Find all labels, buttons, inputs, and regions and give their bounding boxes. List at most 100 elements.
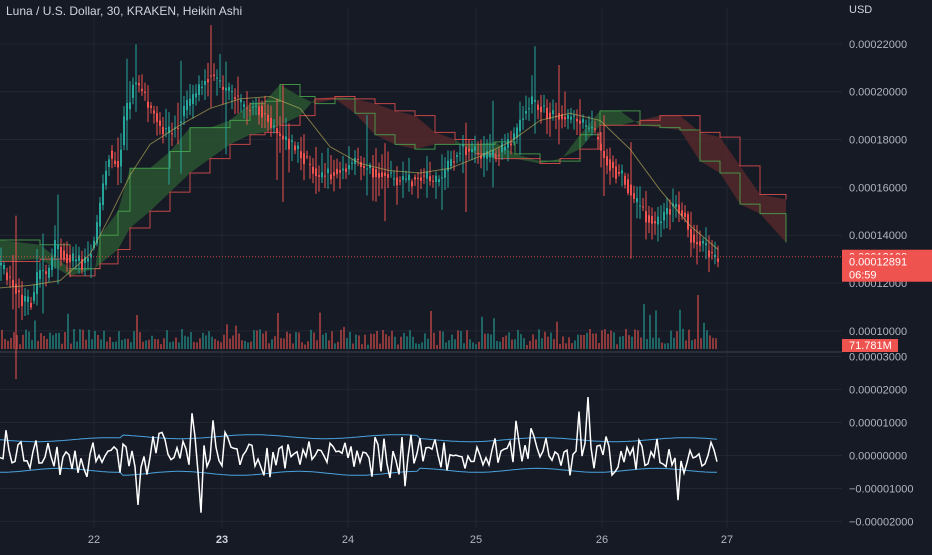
candle-body — [195, 93, 197, 98]
volume-bar — [478, 341, 480, 349]
candle-body — [678, 204, 680, 214]
candle-body — [231, 91, 233, 93]
time-tick-label: 23 — [216, 534, 228, 546]
candle-body — [18, 290, 20, 293]
cloud-segment — [0, 239, 40, 262]
candle-body — [108, 159, 110, 167]
candle-body — [165, 128, 167, 130]
volume-bar — [244, 340, 246, 349]
candles — [0, 25, 719, 380]
volume-bar — [160, 344, 162, 349]
volume-bar — [661, 342, 663, 349]
volume-bar — [151, 335, 153, 349]
candle-body — [204, 81, 206, 85]
cloud-segment — [600, 110, 620, 126]
candle-body — [708, 250, 710, 258]
volume-bar — [580, 334, 582, 349]
volume-bar — [256, 330, 258, 349]
candle-body — [438, 179, 440, 183]
volume-bar — [280, 338, 282, 349]
volume-bar — [319, 312, 321, 349]
candle-body — [465, 147, 467, 156]
volume-bar — [655, 310, 657, 349]
volume-bar — [247, 342, 249, 349]
candle-body — [483, 152, 485, 158]
candle-body — [45, 271, 47, 274]
volume-bar — [157, 339, 159, 349]
oscillator-tick-label: 0.00003000 — [849, 352, 907, 364]
volume-bar — [88, 329, 90, 349]
candle-body — [498, 155, 500, 157]
candle-body — [75, 259, 77, 262]
volume-bar — [511, 339, 513, 349]
volume-bar — [577, 334, 579, 349]
volume-bar — [292, 343, 294, 349]
cloud-segment — [190, 127, 210, 174]
candle-body — [243, 104, 245, 108]
candle-body — [714, 254, 716, 258]
volume-bar — [337, 341, 339, 349]
candle-body — [126, 102, 128, 121]
cloud-segment — [335, 96, 355, 114]
candle-body — [219, 80, 221, 82]
candle-body — [255, 105, 257, 107]
candle-body — [225, 87, 227, 91]
volume-bar — [526, 344, 528, 349]
candle-body — [87, 257, 89, 262]
candle-body — [120, 149, 122, 167]
volume-bar — [385, 334, 387, 349]
cloud-segment — [680, 115, 700, 162]
candle-body — [618, 171, 620, 174]
volume-bar — [541, 338, 543, 349]
volume-bar — [568, 337, 570, 349]
baseline-line — [0, 95, 719, 289]
volume-bar — [397, 344, 399, 349]
volume-bar — [559, 344, 561, 349]
candle-body — [375, 169, 377, 178]
candle-body — [318, 175, 320, 177]
volume-bar — [34, 320, 36, 349]
candle-body — [54, 240, 56, 258]
candle-body — [69, 254, 71, 263]
symbol-title[interactable]: Luna / U.S. Dollar, 30, KRAKEN, Heikin A… — [6, 4, 243, 18]
volume-bar — [436, 344, 438, 349]
candle-body — [48, 267, 50, 278]
volume-bar — [19, 344, 21, 349]
volume-bar — [1, 329, 3, 349]
cloud-segment — [100, 211, 118, 264]
candle-body — [468, 148, 470, 152]
candle-body — [390, 172, 392, 174]
volume-bar — [184, 335, 186, 349]
volume-bar — [370, 333, 372, 349]
candle-body — [600, 143, 602, 151]
volume-bar — [316, 340, 318, 349]
volume-bar — [613, 332, 615, 349]
volume-bar — [7, 340, 9, 349]
candle-body — [576, 118, 578, 122]
candle-body — [345, 168, 347, 172]
price-tick-label: 0.00014000 — [849, 230, 907, 242]
volume-bar — [490, 334, 492, 349]
volume-bar — [136, 315, 138, 349]
candle-body — [630, 184, 632, 196]
cloud-segment — [95, 235, 100, 269]
cloud-span-b-line — [0, 95, 787, 277]
candle-body — [306, 156, 308, 158]
price-tick-label: 0.00020000 — [849, 87, 907, 99]
volume-bar — [523, 338, 525, 349]
candle-body — [315, 168, 317, 177]
candle-body — [294, 145, 296, 151]
price-tick-label: 0.00010000 — [849, 326, 907, 338]
candle-body — [66, 253, 68, 263]
candle-body — [516, 127, 518, 138]
volume-bar — [484, 333, 486, 349]
candle-body — [270, 117, 272, 128]
volume-bar — [415, 343, 417, 349]
candle-body — [606, 156, 608, 166]
volume-bar — [220, 342, 222, 349]
candle-body — [501, 143, 503, 153]
candle-body — [237, 95, 239, 97]
candle-body — [105, 170, 107, 185]
